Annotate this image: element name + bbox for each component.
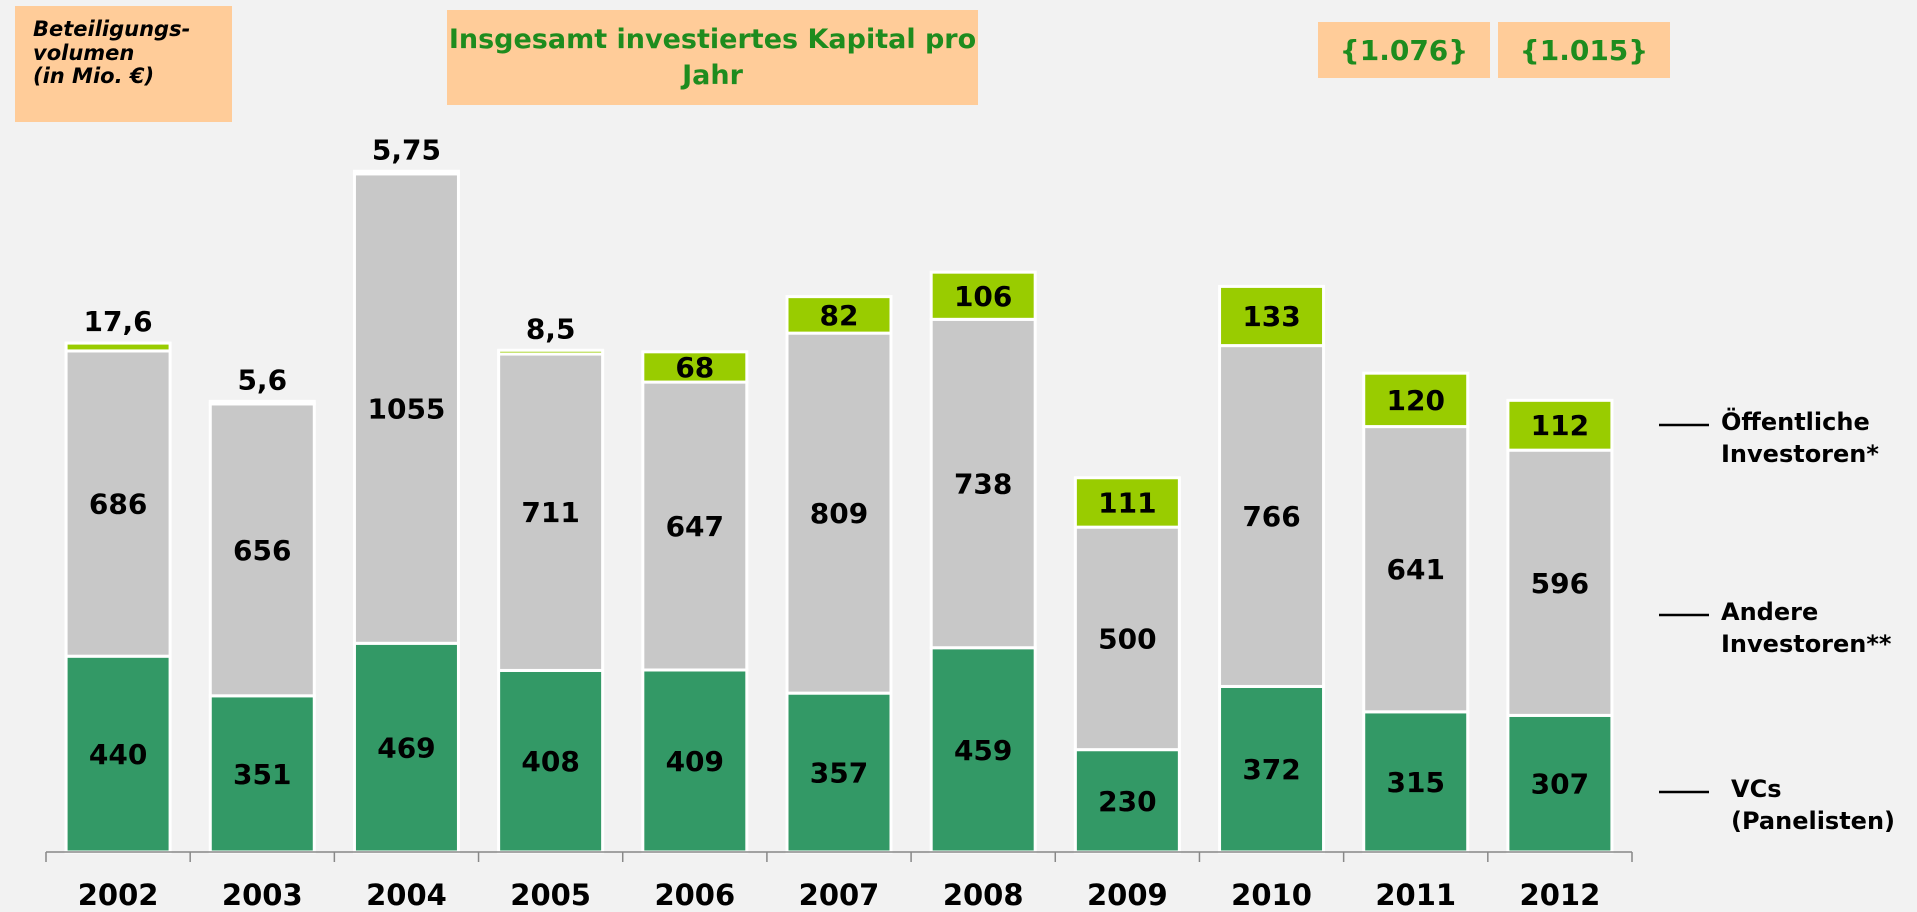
bar-segment (785, 331, 893, 695)
value-label: 440 (89, 738, 147, 771)
value-label: 5,6 (237, 363, 287, 396)
bar-segment (64, 341, 172, 353)
value-label: 5,75 (372, 133, 441, 166)
value-label: 230 (1098, 785, 1156, 818)
bar-segment (208, 402, 316, 698)
bar-segment (785, 295, 893, 335)
x-tick-label: 2012 (1520, 878, 1601, 912)
value-label: 809 (810, 497, 868, 530)
value-label: 82 (820, 299, 859, 332)
value-label: 596 (1531, 567, 1589, 600)
bar-segment (1218, 684, 1326, 854)
value-label: 656 (233, 534, 291, 567)
bar-segment (1362, 425, 1470, 714)
value-label: 641 (1387, 553, 1445, 586)
value-label: 351 (233, 758, 291, 791)
bar-segment (1362, 371, 1470, 429)
value-label: 307 (1531, 768, 1589, 801)
x-tick-label: 2006 (654, 878, 735, 912)
bar-segment (785, 691, 893, 854)
x-tick-label: 2008 (943, 878, 1024, 912)
value-label: 111 (1098, 486, 1156, 519)
value-label: 1055 (367, 393, 445, 426)
bar-segment (497, 352, 605, 672)
bar-segment (1073, 748, 1181, 854)
value-label: 469 (377, 732, 435, 765)
value-label: 106 (954, 280, 1012, 313)
value-label: 738 (954, 468, 1012, 501)
value-label: 315 (1387, 766, 1445, 799)
legend-label-line: Öffentliche (1721, 406, 1870, 436)
value-label: 408 (521, 745, 579, 778)
bar-segment (64, 349, 172, 658)
bar-segment (929, 317, 1037, 650)
bar-segment (1506, 398, 1614, 452)
annotation: {1.015} (1498, 22, 1670, 78)
chart-title: Insgesamt investiertes Kapital pro Jahr (447, 10, 978, 105)
legend-label: Öffentliche Investoren* (1721, 406, 1879, 468)
x-tick-label: 2004 (366, 878, 447, 912)
value-label: 766 (1242, 500, 1300, 533)
value-label: 686 (89, 488, 147, 521)
x-tick-label: 2005 (510, 878, 591, 912)
legend-label: Andere Investoren** (1721, 598, 1892, 658)
bar-segment (352, 172, 460, 645)
bar-segment (1218, 284, 1326, 348)
value-label: 133 (1242, 300, 1300, 333)
legend-label-line: (Panelisten) (1731, 807, 1895, 835)
x-tick-label: 2011 (1375, 878, 1456, 912)
value-label: 372 (1242, 753, 1300, 786)
legend-label-line: VCs (1731, 775, 1781, 803)
value-label: 647 (666, 510, 724, 543)
legend-label: VCs (Panelisten) (1731, 775, 1895, 835)
value-label: 120 (1387, 384, 1445, 417)
value-label: 459 (954, 734, 1012, 767)
bar-segment (208, 399, 316, 406)
bar-segment (1362, 710, 1470, 854)
value-label: 409 (666, 745, 724, 778)
legend-label-line: Investoren* (1721, 440, 1879, 468)
x-tick-label: 2002 (78, 878, 159, 912)
bar-segment (1073, 476, 1181, 529)
bar-segment (1506, 448, 1614, 717)
value-label: 711 (521, 496, 579, 529)
x-tick-label: 2007 (799, 878, 880, 912)
bar-segment (64, 654, 172, 854)
bar-segment (1073, 525, 1181, 752)
bar-segment (641, 380, 749, 672)
bar-segment (641, 350, 749, 384)
x-tick-label: 2010 (1231, 878, 1312, 912)
bar-segment (1506, 713, 1614, 854)
x-tick-label: 2003 (222, 878, 303, 912)
value-label: 112 (1531, 409, 1589, 442)
annotation: {1.076} (1318, 22, 1490, 78)
bar-segment (497, 348, 605, 356)
x-tick-label: 2009 (1087, 878, 1168, 912)
legend-label-line: Andere (1721, 598, 1818, 626)
value-label: 357 (810, 757, 868, 790)
bar-segment (929, 270, 1037, 321)
value-label: 8,5 (526, 312, 576, 345)
y-axis-label: Beteiligungs- volumen (in Mio. €) (15, 6, 232, 122)
value-label: 500 (1098, 622, 1156, 655)
legend-label-line: Investoren** (1721, 630, 1892, 658)
value-label: 17,6 (84, 305, 153, 338)
value-label: 68 (675, 351, 714, 384)
bar-segment (352, 169, 460, 176)
